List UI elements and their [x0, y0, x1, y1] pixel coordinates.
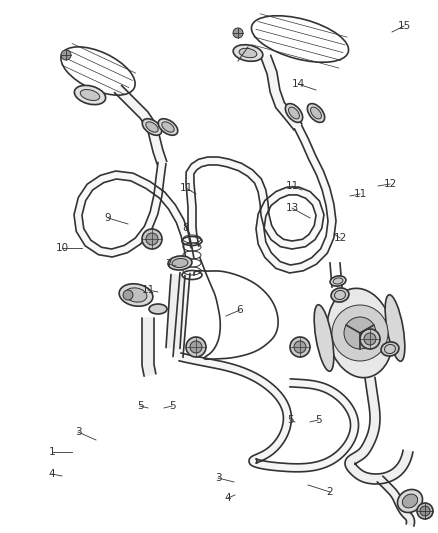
Ellipse shape — [80, 90, 100, 101]
Text: 12: 12 — [383, 179, 397, 189]
Circle shape — [294, 341, 306, 353]
Ellipse shape — [314, 305, 334, 372]
Ellipse shape — [158, 119, 178, 135]
Ellipse shape — [307, 103, 325, 123]
Circle shape — [417, 503, 433, 519]
Ellipse shape — [142, 119, 162, 135]
Text: 14: 14 — [291, 79, 304, 89]
Polygon shape — [261, 55, 302, 130]
Ellipse shape — [119, 284, 153, 306]
Circle shape — [233, 28, 243, 38]
Circle shape — [186, 337, 206, 357]
Ellipse shape — [149, 304, 167, 314]
Circle shape — [123, 290, 133, 300]
Polygon shape — [173, 272, 190, 358]
Ellipse shape — [327, 288, 393, 378]
Text: 5: 5 — [287, 415, 293, 425]
Text: 10: 10 — [56, 243, 69, 253]
Text: 13: 13 — [286, 203, 299, 213]
Ellipse shape — [125, 288, 147, 302]
Ellipse shape — [146, 122, 158, 132]
Circle shape — [344, 317, 376, 349]
Circle shape — [290, 337, 310, 357]
Ellipse shape — [233, 45, 263, 61]
Ellipse shape — [311, 107, 321, 119]
Ellipse shape — [403, 494, 418, 508]
Text: 5: 5 — [314, 415, 321, 425]
Polygon shape — [377, 476, 414, 526]
Circle shape — [146, 233, 158, 245]
Polygon shape — [142, 318, 156, 376]
Text: 3: 3 — [215, 473, 221, 483]
Circle shape — [364, 333, 376, 345]
Text: 8: 8 — [183, 223, 189, 233]
Text: 7: 7 — [165, 259, 171, 269]
Circle shape — [360, 329, 380, 349]
Circle shape — [61, 50, 71, 60]
Text: 5: 5 — [137, 401, 143, 411]
Polygon shape — [74, 163, 194, 260]
Text: 15: 15 — [397, 21, 411, 31]
Polygon shape — [345, 377, 413, 484]
Text: 12: 12 — [333, 233, 346, 243]
Text: 11: 11 — [353, 189, 367, 199]
Ellipse shape — [333, 278, 343, 284]
Ellipse shape — [239, 49, 257, 58]
Text: 11: 11 — [180, 183, 193, 193]
Ellipse shape — [397, 489, 423, 513]
Circle shape — [420, 506, 430, 516]
Text: 2: 2 — [327, 487, 333, 497]
Ellipse shape — [285, 103, 303, 123]
Ellipse shape — [385, 295, 405, 361]
Polygon shape — [114, 85, 167, 165]
Polygon shape — [166, 274, 185, 349]
Circle shape — [332, 305, 388, 361]
Text: 5: 5 — [169, 401, 175, 411]
Text: 4: 4 — [225, 493, 231, 503]
Ellipse shape — [331, 288, 349, 302]
Text: 11: 11 — [286, 181, 299, 191]
Circle shape — [142, 229, 162, 249]
Ellipse shape — [162, 122, 174, 132]
Text: 11: 11 — [141, 285, 155, 295]
Text: 6: 6 — [237, 305, 244, 315]
Ellipse shape — [74, 85, 106, 104]
Text: 1: 1 — [49, 447, 55, 457]
Ellipse shape — [168, 256, 192, 270]
Ellipse shape — [289, 107, 300, 119]
Text: 4: 4 — [49, 469, 55, 479]
Ellipse shape — [381, 342, 399, 356]
Ellipse shape — [172, 259, 188, 268]
Polygon shape — [186, 125, 336, 273]
Circle shape — [190, 341, 202, 353]
Ellipse shape — [330, 276, 346, 286]
Text: 9: 9 — [105, 213, 111, 223]
Text: 3: 3 — [75, 427, 81, 437]
Polygon shape — [179, 353, 359, 472]
